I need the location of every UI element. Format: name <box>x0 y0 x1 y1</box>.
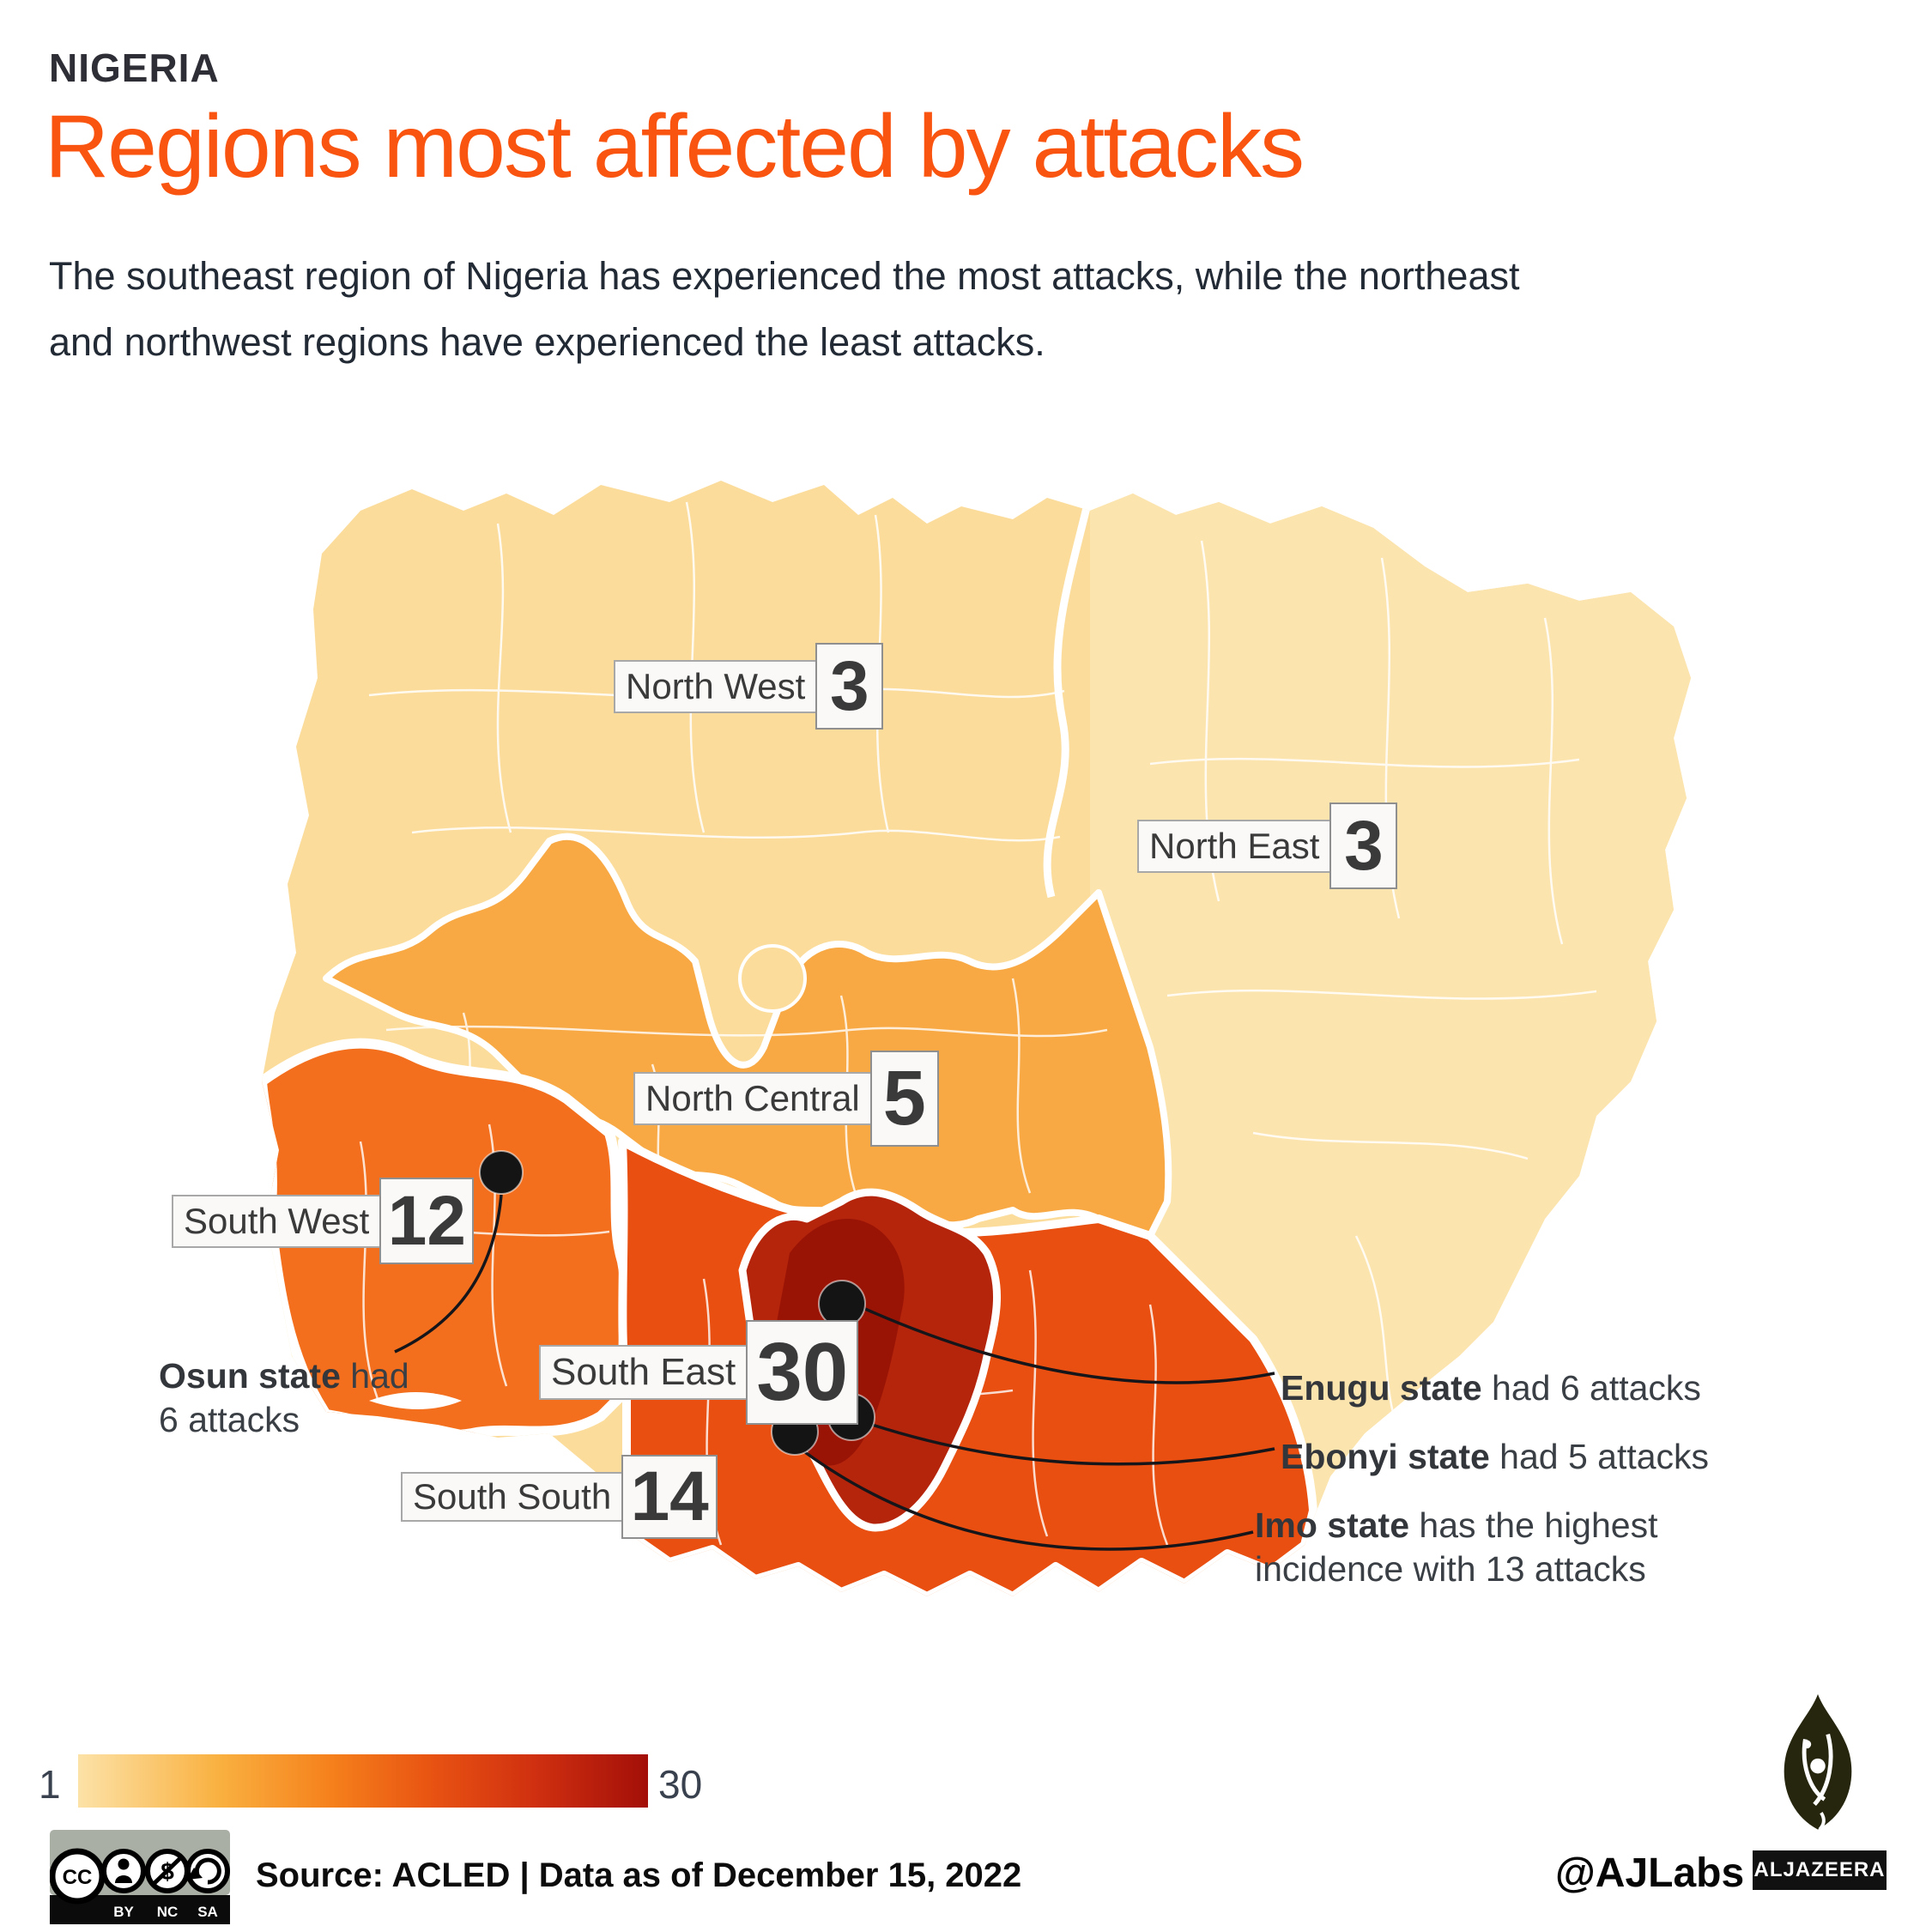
label-south-west-value: 12 <box>379 1178 475 1264</box>
label-south-south-value: 14 <box>621 1455 718 1539</box>
annotation-osun-state: Osun state <box>159 1356 341 1396</box>
cc-by-label: BY <box>113 1904 134 1920</box>
annotation-imo-line2: incidence with 13 attacks <box>1255 1549 1646 1590</box>
cc-license-svg: CC $ BY NC SA <box>49 1830 230 1924</box>
annotation-imo-state: Imo state <box>1255 1505 1409 1545</box>
cc-license-badge: CC $ BY NC SA <box>49 1830 230 1924</box>
page-title: Regions most affected by attacks <box>45 97 1305 197</box>
aljazeera-wordmark: ALJAZEERA <box>1753 1850 1887 1890</box>
nigeria-map-svg <box>262 481 1691 1596</box>
subtitle-line-2: and northwest regions have experienced t… <box>49 320 1045 365</box>
label-south-east: South East 30 <box>539 1320 859 1425</box>
legend-max: 30 <box>658 1762 703 1807</box>
label-south-west-name: South West <box>172 1194 382 1248</box>
label-north-east-name: North East <box>1137 819 1332 873</box>
label-south-south-name: South South <box>401 1472 624 1522</box>
osun-connector <box>394 1194 503 1354</box>
annotation-osun-line2: 6 attacks <box>159 1400 300 1440</box>
annotation-osun: Osun state had 6 attacks <box>159 1354 409 1443</box>
aljazeera-flame-logo-icon <box>1766 1689 1869 1848</box>
label-north-central: North Central 5 <box>633 1051 939 1147</box>
label-north-central-value: 5 <box>869 1051 939 1147</box>
imo-connector <box>803 1451 1254 1551</box>
label-north-east-value: 3 <box>1329 802 1398 889</box>
label-north-west: North West 3 <box>614 643 884 730</box>
by-person-icon <box>101 1849 146 1893</box>
source-text: Source: ACLED | Data as of December 15, … <box>256 1856 1022 1894</box>
state-boundaries-north <box>368 501 1597 1451</box>
annotation-osun-text: had <box>340 1356 409 1396</box>
osun-marker <box>479 1150 524 1195</box>
subtitle-line-1: The southeast region of Nigeria has expe… <box>49 254 1520 298</box>
country-kicker: NIGERIA <box>49 45 220 90</box>
page-subtitle: The southeast region of Nigeria has expe… <box>49 243 1519 376</box>
annotation-enugu-text: had 6 attacks <box>1481 1368 1701 1408</box>
label-north-east: North East 3 <box>1137 802 1398 889</box>
cc-sa-label: SA <box>197 1904 218 1920</box>
label-south-east-name: South East <box>539 1345 748 1400</box>
nw-ne-border <box>1043 492 1094 899</box>
label-north-west-name: North West <box>614 659 818 713</box>
ajlabs-credit: @AJLabs <box>1555 1850 1745 1896</box>
enugu-connector <box>864 1307 1275 1384</box>
annotation-imo-text: has the highest <box>1409 1505 1658 1545</box>
annotation-ebonyi-state: Ebonyi state <box>1281 1437 1490 1476</box>
legend-gradient-bar <box>78 1754 648 1808</box>
sa-arrow-icon <box>185 1849 230 1893</box>
legend-min: 1 <box>39 1762 61 1807</box>
label-north-west-value: 3 <box>815 643 884 730</box>
label-south-south: South South 14 <box>401 1455 718 1539</box>
annotation-connectors <box>394 1194 1275 1551</box>
lagos-lagoon <box>369 1392 462 1409</box>
cc-icon-text: CC <box>63 1866 93 1889</box>
label-north-central-name: North Central <box>633 1072 872 1125</box>
annotation-enugu-state: Enugu state <box>1281 1368 1482 1408</box>
nigeria-map <box>240 463 1699 1614</box>
cc-nc-label: NC <box>157 1904 179 1920</box>
ebonyi-connector <box>866 1421 1275 1466</box>
annotation-imo: Imo state has the highest incidence with… <box>1255 1504 1657 1592</box>
label-south-west: South West 12 <box>172 1178 475 1264</box>
annotation-ebonyi-text: had 5 attacks <box>1489 1437 1710 1476</box>
annotation-ebonyi: Ebonyi state had 5 attacks <box>1281 1435 1709 1479</box>
annotation-enugu: Enugu state had 6 attacks <box>1281 1366 1701 1410</box>
fct-enclave <box>738 944 807 1013</box>
label-south-east-value: 30 <box>746 1320 859 1425</box>
